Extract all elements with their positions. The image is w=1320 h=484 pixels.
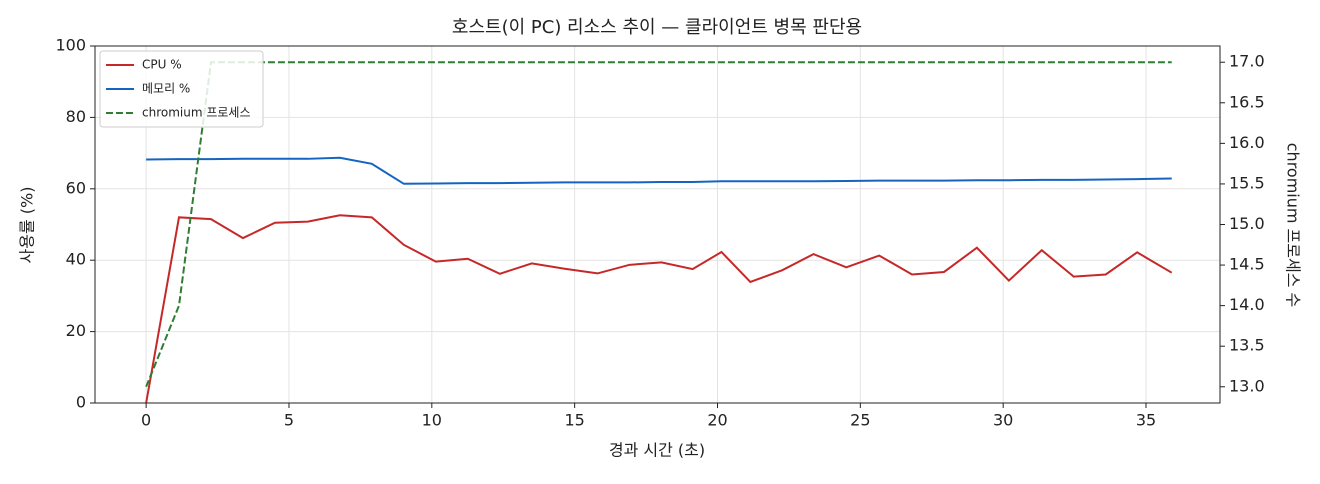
x-tick-label: 20 (707, 411, 727, 430)
y2-axis-label: chromium 프로세스 수 (1284, 143, 1303, 307)
y2-tick-label: 15.5 (1229, 173, 1265, 192)
series-line (145, 61, 1172, 388)
plot-frame (94, 45, 1221, 404)
x-tick-label: 0 (141, 411, 151, 430)
y-tick-label: 0 (76, 393, 86, 412)
y2-tick-label: 16.5 (1229, 92, 1265, 111)
legend-label: chromium 프로세스 (142, 106, 251, 120)
y2-tick-label: 13.0 (1229, 376, 1265, 395)
y-tick-label: 100 (55, 36, 86, 55)
legend-label: CPU % (142, 58, 182, 72)
y-tick-label: 20 (66, 321, 86, 340)
y2-tick-label: 16.0 (1229, 133, 1265, 152)
legend-box (99, 50, 264, 128)
series-line (145, 214, 1173, 404)
y-tick-label: 80 (66, 107, 86, 126)
x-tick-label: 10 (422, 411, 442, 430)
y2-tick-label: 17.0 (1229, 52, 1265, 71)
y-tick-label: 40 (66, 250, 86, 269)
x-tick-label: 35 (1136, 411, 1156, 430)
y2-tick-label: 15.0 (1229, 214, 1265, 233)
y2-tick-label: 14.5 (1229, 255, 1265, 274)
y-tick-label: 60 (66, 178, 86, 197)
legend-label: 메모리 % (142, 82, 190, 96)
chart-title: 호스트(이 PC) 리소스 추이 — 클라이언트 병목 판단용 (452, 17, 862, 38)
series-line (146, 156, 1172, 185)
x-tick-label: 30 (993, 411, 1013, 430)
x-tick-label: 25 (850, 411, 870, 430)
x-tick-label: 15 (564, 411, 584, 430)
y2-tick-label: 14.0 (1229, 295, 1265, 314)
x-tick-label: 5 (284, 411, 294, 430)
x-axis-label: 경과 시간 (초) (609, 441, 705, 460)
y-axis-label: 사용률 (%) (18, 187, 37, 264)
y2-tick-label: 13.5 (1229, 336, 1265, 355)
